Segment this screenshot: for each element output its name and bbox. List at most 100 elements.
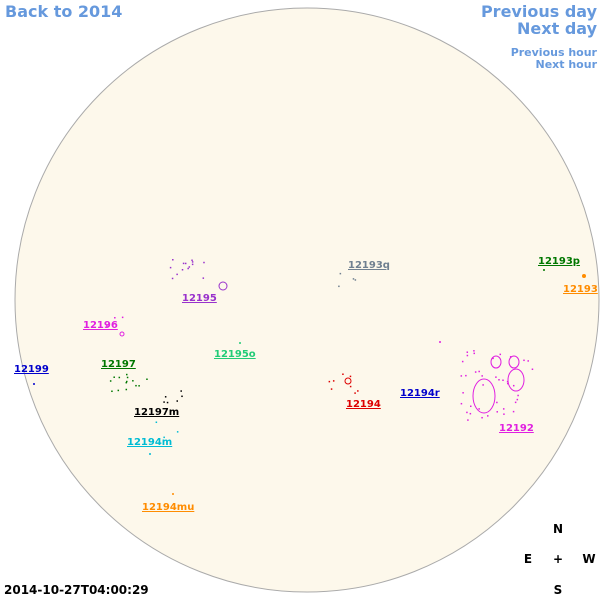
region-label[interactable]: 12194m [127,437,172,448]
spot-dot [176,431,179,433]
spot-dot [473,352,475,355]
spot-dot [469,412,472,415]
spot [439,341,441,343]
region-label[interactable]: 12196 [83,320,118,331]
spot-dot [121,316,124,319]
spot-dot [354,279,357,281]
region-label[interactable]: 12197m [134,407,179,418]
region-label[interactable]: 12194r [400,388,440,399]
spot-dot [349,375,352,378]
spot-dot [492,357,494,360]
spot-dot [474,371,477,373]
region-label[interactable]: 12194 [346,399,381,410]
spot-dot [498,379,500,381]
spot-dot [481,416,483,419]
spot [172,493,174,495]
spot-dot [163,436,165,439]
spot-dot [182,262,185,265]
spot-dot [106,325,108,327]
spot-dot [512,384,515,387]
spot-dot [171,277,174,280]
spot-dot [187,267,189,270]
spot-dot [466,411,468,414]
spot-dot [357,390,359,392]
region-label[interactable]: 12193p [538,256,580,267]
spot-dot [517,394,519,397]
spot [119,331,125,337]
spot-dot [502,408,505,410]
spot [149,453,151,455]
spot-dot [176,273,178,276]
spot-dot [467,419,469,421]
spot-dot [502,379,504,382]
spot [344,377,352,385]
region-label[interactable]: 12194mu [142,502,194,513]
spot-dot [332,380,335,382]
spot-dot [460,375,463,377]
spot-dot [460,402,463,405]
spot-dot [181,395,183,398]
compass-west: W [582,552,595,566]
region-label[interactable]: 12195o [214,349,256,360]
spot-dot [473,350,475,352]
spot-dot [330,388,333,390]
spot [507,368,525,392]
region-label[interactable]: 12193q [348,260,390,271]
back-link[interactable]: Back to 2014 [5,2,122,21]
spot-dot [111,390,113,393]
spot-dot [516,398,519,401]
spot-dot [478,370,480,373]
spot-dot [495,376,497,378]
spot-dot [503,413,505,415]
compass-east: E [524,552,532,566]
spot-dot [169,266,172,269]
timestamp: 2014-10-27T04:00:29 [4,583,149,597]
spot-dot [496,411,499,413]
spot-dot [109,380,112,382]
spot-dot [514,401,517,404]
spot-dot [342,373,344,375]
spot-dot [191,261,194,263]
spot-dot [512,410,515,413]
solar-disk [14,7,600,593]
region-label[interactable]: 12192 [499,423,534,434]
region-label[interactable]: 12199 [14,364,49,375]
spot [472,378,496,414]
region-label[interactable]: 12195 [182,293,217,304]
spot-dot [176,400,178,402]
spot [543,269,545,271]
previous-hour-link[interactable]: Previous hour [511,46,598,59]
spot-dot [155,421,158,424]
spot-dot [461,360,464,363]
region-label[interactable]: 12197 [101,359,136,370]
spot-dot [352,278,355,280]
spot-dot [163,401,165,403]
region-label[interactable]: 12193 [563,284,598,295]
spot-dot [466,351,469,353]
spot-dot [126,380,128,383]
spot-dot [499,353,502,356]
spot-dot [125,381,128,384]
spot-dot [126,376,129,379]
spot-dot [338,285,340,288]
spot-dot [506,380,509,383]
spot-dot [188,266,191,268]
spot-dot [470,405,472,408]
spot-dot [132,380,134,382]
next-day-link[interactable]: Next day [517,19,598,38]
spot-dot [164,396,167,398]
spot-dot [203,261,205,264]
spot-dot [118,376,121,379]
spot-dot [172,259,174,261]
spot-dot [478,408,480,410]
spot-dot [523,359,525,362]
spot-dot [181,269,184,271]
spot-dot [487,415,489,417]
next-hour-link[interactable]: Next hour [536,58,598,71]
spot [490,355,502,369]
spot-dot [349,385,352,388]
previous-day-link[interactable]: Previous day [481,2,598,21]
spot-dot [146,378,148,380]
sunspots [33,269,586,495]
